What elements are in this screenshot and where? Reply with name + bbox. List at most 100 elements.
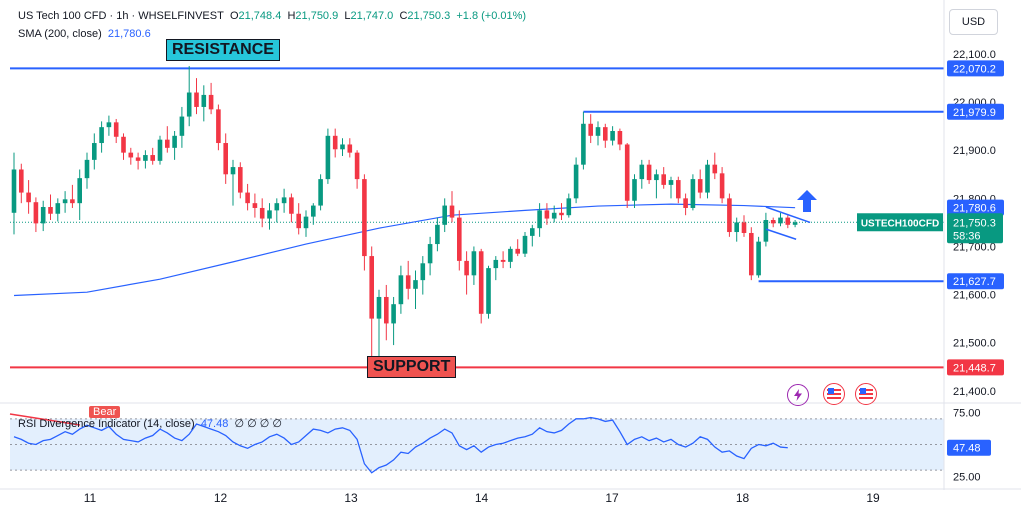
candle-body [734,222,739,233]
candle [259,198,265,228]
candle-body [223,143,228,175]
candle-body [92,143,97,160]
x-tick-label: 13 [344,491,358,505]
price-label-bg [947,60,1004,77]
candle [435,217,440,252]
rsi-value-bg [947,439,991,456]
candles-layer [11,66,798,360]
candle-body [121,136,126,153]
bear-divergence-line [9,413,81,426]
candle [340,138,345,157]
candle [427,236,433,276]
price-label-bg [947,199,1004,216]
price-label-text: 21,780.6 [953,203,996,215]
candle [70,184,75,208]
candle-body [208,94,214,110]
candle-body [362,179,367,257]
candle [449,191,455,223]
candle [471,246,477,285]
candle-body [749,232,754,276]
candle [697,169,703,199]
candle [610,126,615,146]
candle-body [216,109,221,144]
candle [55,198,61,222]
candle-body [559,212,564,216]
candle-body [537,210,542,229]
us-flag-icon[interactable] [855,383,877,405]
currency-button[interactable]: USD [949,9,998,35]
levels-layer [10,67,944,369]
candle-body [639,164,645,180]
candle-body [595,127,601,136]
price-label: 22,070.2 [947,60,1004,77]
candle-body [289,197,294,214]
close-label: C [399,10,408,22]
candle [318,174,323,211]
candle-body [442,205,447,225]
x-tick-label: 18 [736,491,750,505]
sma-line [13,203,796,297]
candle [727,193,732,237]
candle-body [522,235,528,254]
x-tick-label: 12 [214,491,228,505]
candle-body [62,199,68,204]
candle-body [544,210,550,219]
candle [369,246,374,358]
rsi-legend[interactable]: RSI Divergence Indicator (14, close) 47.… [18,417,282,430]
candle [632,174,637,208]
price-label-bg [947,273,1004,290]
candle [179,106,185,148]
candle-body [676,180,681,199]
candle [741,215,747,237]
candle-body [661,174,666,185]
candle [398,265,404,314]
us-flag-icon[interactable] [823,383,845,405]
candle-body [581,123,586,165]
candle-body [449,205,455,218]
resistance-annotation[interactable]: RESISTANCE [166,39,280,61]
candle [749,227,754,281]
candle-body [157,139,163,161]
symbol-tag-bg [857,213,943,232]
candle [84,152,90,189]
candle [391,296,396,346]
candle-body [712,164,718,174]
candle-body [508,248,513,262]
candle-body [303,216,309,229]
symbol-title[interactable]: US Tech 100 CFD · 1h · WHSELFINVEST [18,10,224,22]
sma-label: SMA (200, close) [18,28,102,40]
candle-body [420,263,426,281]
candle [624,143,630,208]
candle [515,239,520,257]
candle-body [478,251,484,314]
candle [354,150,360,189]
lightning-icon[interactable] [787,384,809,406]
candle-body [179,116,185,136]
candle-body [464,260,469,276]
y-tick-label: 22,100.0 [953,49,996,61]
candle [157,135,163,165]
support-annotation[interactable]: SUPPORT [367,356,457,378]
candle [581,111,586,170]
candle-body [617,131,623,145]
candle-body [70,199,75,204]
candle [566,193,572,218]
candle [267,203,272,230]
sma-legend[interactable]: SMA (200, close) 21,780.6 [18,28,151,40]
price-labels-layer: 22,070.2 21,979.9 21,780.6 USTECH100CFD 21,7… [857,60,1004,456]
change-value: +1.8 (+0.01%) [456,10,527,22]
candle-body [55,203,61,214]
candle-body [354,152,360,180]
bear-label: Bear [89,406,121,418]
candle [384,284,389,341]
rsi-value-label: 47.48 [947,439,991,456]
candle-body [486,268,491,314]
candle-body [690,179,696,208]
x-tick-label: 14 [475,491,489,505]
candle-body [566,198,572,216]
candle [413,270,418,309]
candle [40,200,46,232]
lightning-glyph [794,389,802,401]
